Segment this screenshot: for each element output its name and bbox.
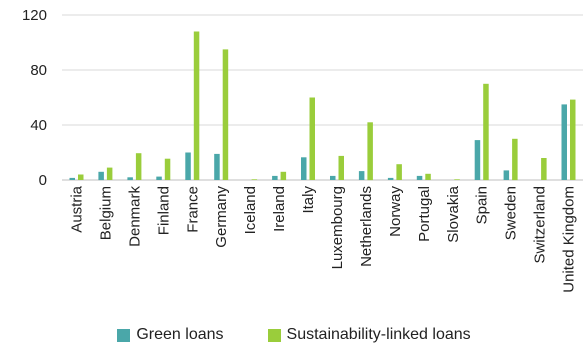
x-tick-label: United Kingdom	[561, 186, 578, 293]
bar-sustainability-linked-loans-sweden	[512, 138, 518, 181]
legend-label-sustainability-linked-loans: Sustainability-linked loans	[286, 326, 471, 343]
bar-sustainability-linked-loans-italy	[309, 97, 315, 180]
legend-item-sustainability-linked-loans: Sustainability-linked loans	[267, 326, 471, 344]
bar-green-loans-norway	[387, 177, 394, 180]
bar-green-loans-portugal	[416, 175, 423, 180]
bar-sustainability-linked-loans-slovakia	[454, 179, 460, 180]
bar-green-loans-luxembourg	[330, 175, 336, 180]
bar-sustainability-linked-loans-norway	[396, 164, 402, 180]
x-tick-label: Denmark	[126, 186, 143, 247]
x-tick-label: Switzerland	[532, 186, 549, 264]
y-axis-ticks: 0 40 80 120	[22, 7, 47, 189]
bar-sustainability-linked-loans-finland	[164, 158, 171, 180]
x-tick-label: Spain	[474, 186, 491, 224]
legend: Green loans Sustainability-linked loans	[0, 323, 588, 347]
bar-sustainability-linked-loans-iceland	[251, 179, 258, 180]
x-tick-label: Italy	[300, 186, 317, 214]
y-tick-label: 0	[39, 172, 47, 189]
legend-label-green-loans: Green loans	[136, 326, 224, 343]
x-tick-label: Portugal	[416, 186, 433, 242]
legend-item-green-loans: Green loans	[117, 326, 224, 344]
x-tick-label: Sweden	[503, 186, 520, 240]
bar-green-loans-france	[185, 152, 191, 180]
bar-sustainability-linked-loans-united-kingdom	[570, 99, 576, 180]
bar-sustainability-linked-loans-france	[193, 31, 200, 180]
x-axis-labels: Austria Belgium Denmark Finland France German…	[68, 185, 577, 292]
bar-green-loans-sweden	[503, 170, 510, 180]
bar-green-loans-spain	[474, 140, 481, 180]
legend-swatch-green-loans	[117, 328, 131, 342]
x-tick-label: Netherlands	[358, 186, 375, 267]
bars	[69, 31, 576, 181]
x-tick-label: France	[184, 186, 201, 233]
x-tick-label: Belgium	[97, 186, 114, 240]
y-tick-label: 120	[22, 7, 47, 24]
bar-sustainability-linked-loans-germany	[222, 49, 229, 181]
bar-sustainability-linked-loans-ireland	[280, 171, 287, 181]
bar-sustainability-linked-loans-luxembourg	[338, 155, 344, 180]
x-tick-label: Ireland	[271, 186, 288, 232]
bar-green-loans-germany	[214, 153, 220, 180]
bar-sustainability-linked-loans-belgium	[106, 167, 113, 180]
y-tick-label: 40	[30, 117, 47, 134]
x-tick-label: Iceland	[242, 186, 259, 234]
x-tick-label: Slovakia	[445, 185, 462, 242]
bar-green-loans-belgium	[98, 171, 104, 181]
x-tick-label: Finland	[155, 186, 172, 235]
x-tick-label: Norway	[387, 186, 404, 237]
gridlines	[62, 14, 583, 181]
bar-sustainability-linked-loans-switzerland	[541, 158, 547, 180]
bar-sustainability-linked-loans-netherlands	[367, 122, 373, 181]
bar-green-loans-italy	[301, 157, 307, 180]
bar-green-loans-ireland	[272, 175, 278, 180]
bar-green-loans-finland	[156, 176, 162, 180]
x-tick-label: Germany	[213, 186, 230, 248]
x-tick-label: Austria	[68, 185, 85, 232]
bar-sustainability-linked-loans-austria	[78, 174, 84, 180]
bar-green-loans-netherlands	[358, 171, 365, 180]
x-tick-label: Luxembourg	[329, 186, 346, 269]
bar-sustainability-linked-loans-denmark	[135, 153, 142, 180]
y-tick-label: 80	[30, 62, 47, 79]
bar-sustainability-linked-loans-spain	[483, 83, 489, 181]
bar-green-loans-united-kingdom	[561, 104, 567, 180]
bar-green-loans-denmark	[127, 177, 133, 181]
bar-green-loans-austria	[69, 177, 75, 180]
bar-sustainability-linked-loans-portugal	[425, 173, 431, 180]
legend-swatch-sustainability-linked-loans	[267, 328, 281, 342]
